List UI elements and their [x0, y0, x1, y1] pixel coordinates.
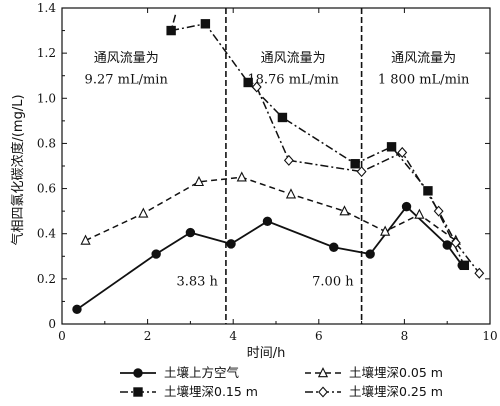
data-point [450, 237, 461, 249]
data-point [185, 227, 196, 238]
phase-label-title: 通风流量为 [261, 51, 326, 66]
data-point [397, 146, 408, 158]
data-point [386, 142, 397, 152]
data-point [459, 260, 470, 271]
series-line-segment [170, 14, 177, 31]
y-tick-label: 0.2 [37, 272, 56, 286]
data-point [251, 81, 262, 93]
x-tick-label: 4 [229, 329, 237, 343]
data-point [226, 239, 236, 249]
data-point [433, 205, 444, 217]
data-point [80, 234, 91, 245]
legend-label: 土壤埋深0.25 m [349, 384, 443, 399]
phase-label-flow: 1 800 mL/min [378, 73, 470, 88]
phase-label-flow: 18.76 mL/min [247, 73, 339, 88]
legend-label: 土壤上方空气 [164, 365, 240, 380]
series-line [170, 22, 465, 266]
legend: 土壤上方空气 土壤埋深0.05 m 土壤埋深0.15 m 土壤埋深0.25 m [120, 365, 443, 399]
data-point [474, 267, 485, 279]
data-point [243, 77, 253, 88]
data-point [442, 240, 452, 250]
x-tick-label: 2 [144, 329, 152, 343]
data-point [277, 112, 288, 123]
legend-item: 土壤埋深0.25 m [305, 384, 443, 399]
data-point [356, 166, 367, 178]
y-axis-title: 气相四氯化碳浓度/(mg/L) [10, 94, 26, 245]
phase-divider-label: 7.00 h [312, 275, 354, 290]
data-point [193, 175, 205, 187]
y-tick-label: 1.0 [37, 91, 56, 105]
legend-item: 土壤上方空气 [120, 365, 240, 380]
data-point [72, 304, 82, 315]
series-1 [166, 19, 470, 271]
data-point [166, 25, 176, 36]
legend-item: 土壤埋深0.05 m [305, 365, 443, 380]
data-point [414, 208, 425, 219]
data-point [329, 242, 339, 252]
legend-label: 土壤埋深0.05 m [349, 365, 443, 380]
data-point [350, 159, 360, 169]
data-point [339, 205, 350, 216]
data-point [285, 188, 297, 199]
data-point [200, 19, 211, 29]
legend-marker [318, 386, 328, 398]
y-tick-label: 0 [48, 317, 56, 331]
phase-label-title: 通风流量为 [94, 51, 159, 66]
x-axis-title: 时间/h [247, 346, 286, 361]
x-tick-label: 8 [401, 329, 409, 343]
series-line [76, 205, 463, 311]
legend-marker [133, 387, 143, 397]
y-tick-label: 1.4 [37, 1, 56, 15]
data-point [138, 207, 149, 218]
y-tick-label: 0.6 [37, 182, 56, 196]
legend-marker [317, 367, 329, 378]
x-tick-label: 0 [58, 329, 66, 343]
series-3 [251, 81, 485, 279]
phase-label-title: 通风流量为 [391, 51, 456, 66]
data-point [151, 249, 161, 259]
legend-label: 土壤埋深0.15 m [164, 384, 258, 399]
data-point [283, 154, 294, 166]
data-point [380, 225, 391, 236]
phase-divider-label: 3.83 h [176, 275, 218, 290]
y-tick-label: 0.8 [37, 136, 56, 150]
x-tick-label: 10 [482, 329, 497, 343]
y-tick-label: 0.4 [37, 227, 56, 241]
data-point [236, 171, 247, 182]
legend-item: 土壤埋深0.15 m [120, 384, 258, 399]
data-point [262, 216, 273, 227]
phase-label-flow: 9.27 mL/min [85, 73, 169, 88]
x-tick-label: 6 [315, 329, 323, 343]
y-tick-label: 1.2 [37, 46, 56, 60]
legend-marker [133, 368, 143, 378]
data-point [423, 186, 433, 196]
series-line [85, 176, 457, 242]
data-point [365, 249, 375, 259]
data-point [401, 201, 412, 212]
